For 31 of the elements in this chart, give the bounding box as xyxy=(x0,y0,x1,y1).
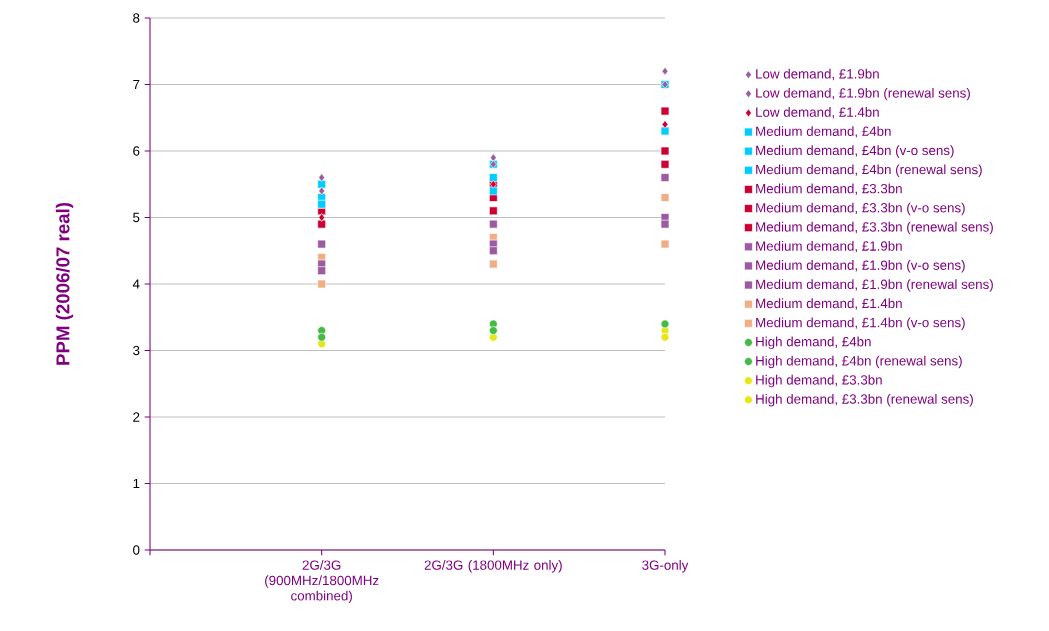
x-tick-label: 3G-only xyxy=(642,560,689,573)
legend-label: Medium demand, £4bn (renewal sens) xyxy=(756,164,982,177)
legend-label: Medium demand, £1.9bn (v-o sens) xyxy=(756,260,965,273)
x-tick-label: 2G/3G (1800MHz only) xyxy=(424,560,562,573)
legend-label: Low demand, £1.4bn xyxy=(756,107,879,119)
legend-label: High demand, £4bn xyxy=(756,336,871,350)
legend-label: High demand, £3.3bn (renewal sens) xyxy=(756,393,973,407)
y-tick-label: 1 xyxy=(133,478,140,489)
y-tick-label: 8 xyxy=(133,13,140,23)
y-tick-label: 4 xyxy=(132,279,140,289)
legend-label: Low demand, £1.9bn xyxy=(756,68,879,81)
legend-label: Medium demand, £1.4bn xyxy=(756,298,902,310)
legend-label: High demand, £3.3bn xyxy=(756,374,882,388)
y-tick-label: 7 xyxy=(133,79,140,90)
legend-label: Medium demand, £1.9bn (renewal sens) xyxy=(756,279,993,292)
y-tick-label: 0 xyxy=(133,545,140,555)
y-tick-label: 2 xyxy=(133,412,140,422)
legend-label: Medium demand, £3.3bn (renewal sens) xyxy=(756,221,993,235)
legend-label: Medium demand, £4bn xyxy=(756,126,891,138)
legend-label: Low demand, £1.9bn (renewal sens) xyxy=(756,87,970,101)
legend-label: High demand, £4bn (renewal sens) xyxy=(756,355,962,369)
y-axis-title: PPM (2006/07 real) xyxy=(55,202,74,365)
y-tick-label: 3 xyxy=(133,345,140,356)
y-tick-label: 6 xyxy=(133,146,140,156)
legend-label: Medium demand, £4bn (v-o sens) xyxy=(756,145,954,158)
legend-label: Medium demand, £1.9bn xyxy=(756,240,902,253)
legend-label: Medium demand, £3.3bn xyxy=(756,183,902,195)
legend-label: Medium demand, £1.4bn (v-o sens) xyxy=(756,317,965,330)
x-tick-label: 2G/3G (900MHz/1800MHz combined) xyxy=(265,560,379,604)
legend-label: Medium demand, £3.3bn (v-o sens) xyxy=(756,202,965,216)
y-tick-label: 5 xyxy=(133,212,140,223)
